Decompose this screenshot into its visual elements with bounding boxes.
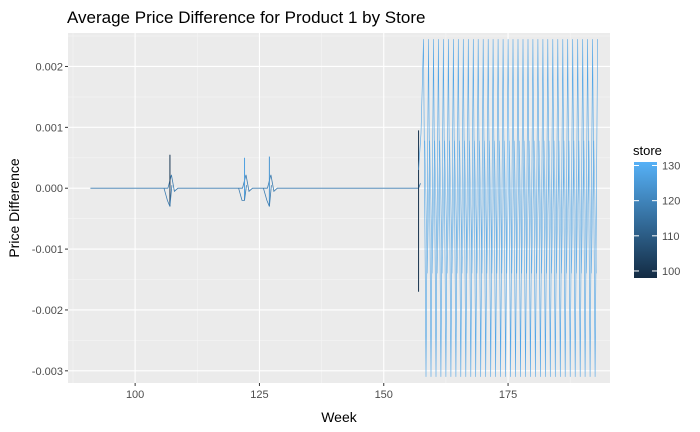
x-tick-label: 125 (250, 389, 268, 401)
spike-dip (263, 185, 272, 207)
y-tick-label: -0.003 (32, 366, 63, 378)
x-axis: 100 125 150 175 (126, 383, 517, 401)
y-tick-label: 0.000 (35, 183, 63, 195)
colorbar (634, 162, 657, 278)
legend: store 100 110 120 130 (633, 143, 680, 278)
y-tick-label: -0.002 (32, 305, 63, 317)
plot-panel (68, 33, 610, 383)
chart-title: Average Price Difference for Product 1 b… (67, 8, 425, 27)
spike-dip (163, 185, 173, 207)
series-baseline (90, 174, 421, 193)
y-tick-label: 0.001 (35, 122, 63, 134)
y-axis-label: Price Difference (6, 158, 22, 258)
colorbar-tick-label: 120 (662, 196, 680, 208)
y-tick-label: 0.002 (35, 61, 63, 73)
colorbar-ticks: 100 110 120 130 (634, 161, 680, 278)
oscillation-series (418, 39, 598, 377)
spike-dip (238, 185, 247, 201)
y-tick-label: -0.001 (32, 244, 63, 256)
oscillation-inner-series (424, 140, 597, 274)
x-tick-label: 150 (375, 389, 393, 401)
y-axis: 0.002 0.001 0.000 -0.001 -0.002 -0.003 (32, 61, 68, 378)
colorbar-tick-label: 100 (662, 266, 680, 278)
legend-title: store (633, 143, 662, 158)
colorbar-tick-label: 130 (662, 161, 680, 173)
x-tick-label: 100 (126, 389, 144, 401)
x-axis-label: Week (321, 409, 358, 425)
x-tick-label: 175 (499, 389, 517, 401)
data-series (90, 39, 598, 377)
colorbar-tick-label: 110 (662, 231, 680, 243)
